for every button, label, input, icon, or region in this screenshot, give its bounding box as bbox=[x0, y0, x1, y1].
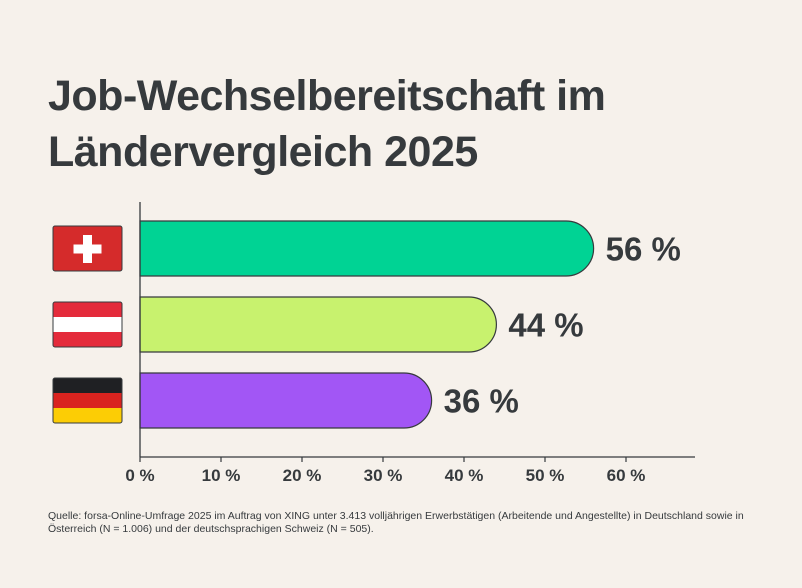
bar-schweiz bbox=[139, 220, 595, 277]
bar-österreich bbox=[139, 296, 497, 353]
bar-deutschland bbox=[139, 372, 433, 429]
flag-body bbox=[53, 302, 122, 347]
x-tick-label: 50 % bbox=[526, 466, 565, 485]
flag-body bbox=[53, 226, 122, 271]
x-tick-label: 40 % bbox=[445, 466, 484, 485]
flag-switzerland-icon bbox=[52, 225, 123, 272]
source-note: Quelle: forsa-Online-Umfrage 2025 im Auf… bbox=[48, 510, 744, 535]
flag-stripe bbox=[53, 332, 122, 347]
flag-body bbox=[53, 378, 122, 423]
x-tick-label: 30 % bbox=[364, 466, 403, 485]
data-label: 36 % bbox=[444, 383, 519, 420]
flag-stripe bbox=[53, 408, 122, 423]
flag-border bbox=[52, 225, 123, 272]
flag-border bbox=[52, 377, 123, 424]
title-line-2: Ländervergleich 2025 bbox=[48, 128, 478, 176]
x-tick-label: 60 % bbox=[607, 466, 646, 485]
flag-stripe bbox=[53, 302, 122, 318]
flag-border bbox=[52, 301, 123, 348]
title-line-1: Job-Wechselbereitschaft im bbox=[48, 72, 606, 120]
data-label: 56 % bbox=[606, 231, 681, 268]
data-label: 44 % bbox=[508, 307, 583, 344]
cross-horizontal bbox=[73, 244, 102, 254]
x-tick-label: 20 % bbox=[283, 466, 322, 485]
x-tick-label: 0 % bbox=[125, 466, 154, 485]
flag-stripe bbox=[53, 317, 122, 333]
flag-stripe bbox=[53, 378, 122, 394]
x-tick-label: 10 % bbox=[202, 466, 241, 485]
flag-germany-icon bbox=[52, 377, 123, 424]
flag-austria-icon bbox=[52, 301, 123, 348]
flag-stripe bbox=[53, 393, 122, 409]
chart-title: Job-Wechselbereitschaft im Länderverglei… bbox=[48, 68, 606, 180]
